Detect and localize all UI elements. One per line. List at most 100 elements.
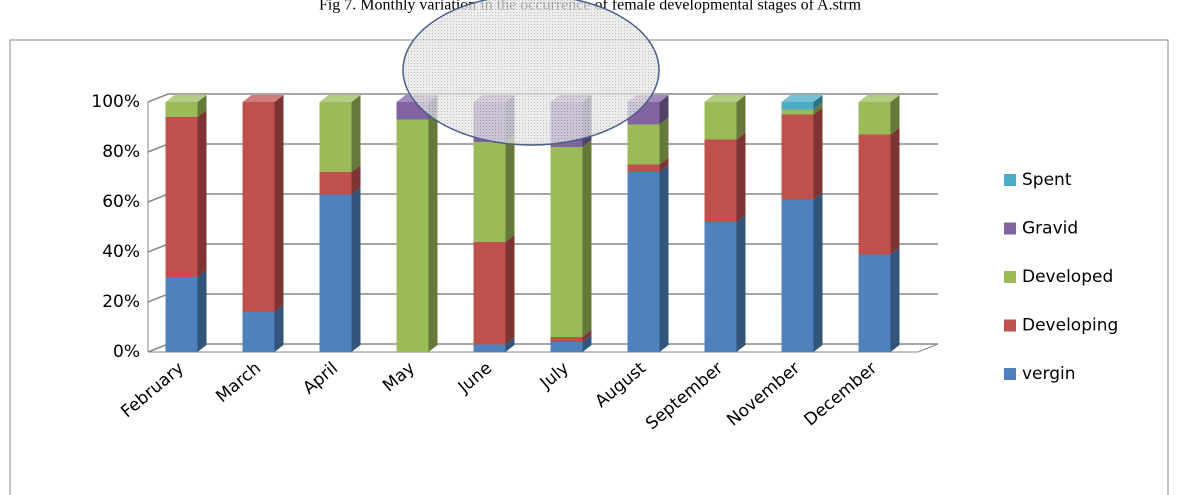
bar-segment — [858, 247, 900, 352]
bar-front — [242, 312, 275, 352]
legend-label: vergin — [1022, 364, 1076, 384]
grid-line — [147, 93, 938, 103]
x-tick-label: May — [379, 358, 419, 396]
y-tick-label: 40% — [102, 242, 140, 262]
bar-side — [659, 165, 669, 352]
legend-label: Developed — [1022, 267, 1113, 287]
bar-segment — [165, 95, 207, 117]
bar-top — [858, 95, 900, 102]
y-tick-label: 80% — [102, 142, 140, 162]
bar-front — [858, 102, 891, 135]
bar-segment — [858, 95, 900, 135]
bar-front — [781, 102, 814, 110]
legend-swatch — [1004, 222, 1016, 235]
bar-top — [242, 95, 284, 102]
bar-side — [736, 215, 746, 352]
bar-segment — [165, 110, 207, 277]
x-tick-label: November — [723, 358, 804, 430]
bar-front — [165, 117, 198, 277]
bar-segment — [858, 127, 900, 255]
bar-front — [473, 142, 506, 242]
bar-front — [858, 134, 891, 255]
bar-segment — [242, 95, 284, 312]
legend-swatch — [1004, 271, 1016, 283]
bar-segment — [704, 132, 746, 222]
bar-side — [890, 95, 900, 135]
bar-top — [704, 95, 746, 102]
x-tick-label: March — [212, 358, 265, 407]
bar-front — [550, 342, 583, 352]
bar-side — [505, 235, 515, 345]
x-tick-label: December — [801, 358, 881, 430]
bar-segment — [550, 330, 592, 342]
bar-front — [858, 254, 891, 352]
y-tick-label: 20% — [102, 292, 140, 312]
bar-front — [704, 222, 737, 352]
bar-segment — [781, 192, 823, 352]
bar-side — [505, 337, 515, 352]
bar-side — [505, 135, 515, 242]
bar-side — [197, 270, 207, 352]
bar-segment — [473, 135, 515, 242]
bar-front — [165, 277, 198, 352]
bar-front — [550, 147, 583, 337]
bar-segment — [704, 95, 746, 140]
bar-front — [781, 109, 814, 115]
legend-label: Developing — [1022, 316, 1118, 336]
bar-side — [659, 117, 669, 165]
bar-side — [890, 127, 900, 255]
bar-side — [736, 132, 746, 222]
legend-label: Gravid — [1022, 219, 1078, 239]
bar-segment — [781, 107, 823, 200]
bar-side — [197, 110, 207, 277]
bar-side — [351, 165, 361, 195]
bar-segment — [319, 187, 361, 352]
bar-top — [165, 95, 207, 102]
bar-segment — [704, 215, 746, 352]
bar-segment — [242, 305, 284, 352]
bar-side — [813, 107, 823, 200]
bar-front — [704, 139, 737, 222]
bar-segment — [550, 140, 592, 337]
bar-top — [781, 95, 823, 102]
bar-front — [242, 102, 275, 312]
legend-swatch — [1004, 319, 1016, 332]
bar-segment — [165, 270, 207, 352]
bar-side — [890, 247, 900, 352]
bar-side — [813, 102, 823, 115]
bar-segment — [627, 157, 669, 172]
bar-front — [627, 172, 660, 352]
bar-segment — [550, 335, 592, 352]
bar-side — [582, 335, 592, 352]
x-tick-label: August — [591, 358, 650, 412]
x-tick-label: April — [299, 358, 342, 398]
bar-front — [396, 119, 429, 352]
bar-side — [813, 192, 823, 352]
bar-front — [781, 199, 814, 352]
bar-front — [473, 344, 506, 352]
legend-swatch — [1004, 174, 1016, 186]
bar-segment — [319, 165, 361, 195]
bar-side — [582, 140, 592, 337]
plot-area: 0% 20% 40% 60% 80% 100% February March April May J… — [91, 92, 1118, 434]
bar-top — [319, 95, 361, 102]
bar-side — [274, 95, 284, 312]
y-tick-label: 60% — [102, 192, 140, 212]
bar-segment — [319, 95, 361, 172]
bar-segment — [396, 112, 438, 352]
bar-segment — [473, 235, 515, 345]
bar-side — [351, 187, 361, 352]
legend-label: Spent — [1022, 170, 1072, 190]
bar-front — [781, 114, 814, 200]
bar-side — [197, 95, 207, 117]
bar-side — [659, 95, 669, 125]
bar-front — [627, 124, 660, 165]
bar-side — [659, 157, 669, 172]
bar-side — [274, 305, 284, 352]
bar-segment — [627, 117, 669, 165]
bar-front — [165, 102, 198, 117]
bar-side — [582, 330, 592, 342]
legend-swatch — [1004, 368, 1016, 380]
overlay-ellipse — [402, 0, 660, 146]
